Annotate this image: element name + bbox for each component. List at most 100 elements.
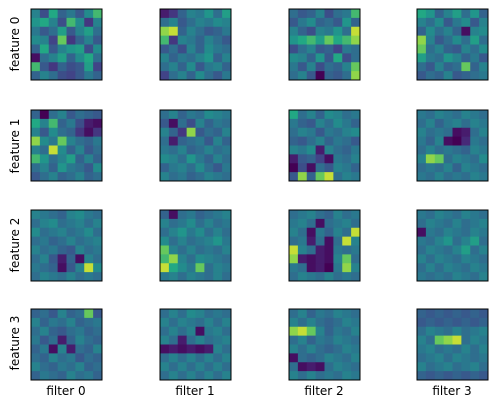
heatmap-cell bbox=[452, 26, 462, 37]
heatmap-cell bbox=[39, 172, 50, 182]
heatmap-cell bbox=[222, 272, 232, 282]
heatmap-cell bbox=[57, 254, 67, 264]
heatmap-cell bbox=[479, 335, 489, 345]
heatmap-cell bbox=[39, 335, 50, 345]
heatmap-cell bbox=[342, 353, 352, 363]
row-label-2: feature 2 bbox=[8, 218, 22, 273]
heatmap-cell bbox=[351, 118, 361, 129]
heatmap-cell bbox=[306, 210, 317, 220]
heatmap-cell bbox=[479, 263, 489, 273]
heatmap-cell bbox=[324, 110, 334, 120]
heatmap-cell bbox=[461, 326, 471, 337]
col-label-3: filter 3 bbox=[432, 384, 471, 398]
heatmap-cell bbox=[66, 326, 76, 337]
heatmap-cell bbox=[66, 172, 76, 182]
heatmap-cell bbox=[461, 210, 471, 220]
heatmap-cell bbox=[84, 272, 94, 282]
heatmap-cell bbox=[342, 136, 352, 146]
heatmap-cell bbox=[470, 136, 480, 146]
heatmap-cell bbox=[417, 254, 427, 264]
heatmap-cell bbox=[434, 136, 445, 146]
heatmap-cell bbox=[31, 272, 41, 282]
heatmap-cell bbox=[470, 127, 480, 138]
heatmap-cell bbox=[160, 344, 170, 354]
heatmap-cell bbox=[31, 353, 41, 363]
heatmap-cell bbox=[75, 154, 85, 164]
heatmap-cell bbox=[66, 362, 76, 372]
heatmap-cell bbox=[443, 136, 453, 146]
heatmap-cell bbox=[297, 254, 308, 264]
heatmap-cell bbox=[452, 236, 462, 246]
heatmap-cell bbox=[351, 62, 361, 72]
heatmap-cell bbox=[470, 210, 480, 220]
heatmap-cell bbox=[195, 309, 205, 319]
heatmap-cell bbox=[222, 62, 232, 72]
heatmap-cell bbox=[186, 263, 196, 273]
heatmap-cell bbox=[434, 210, 445, 220]
heatmap-cell bbox=[315, 163, 325, 173]
heatmap-cell bbox=[66, 44, 76, 54]
column-labels: filter 0 filter 1 filter 2 filter 3 bbox=[46, 384, 471, 398]
heatmap-cell bbox=[48, 17, 59, 28]
heatmap-cell bbox=[452, 71, 462, 81]
heatmap-cell bbox=[297, 110, 308, 120]
heatmap-cell bbox=[425, 53, 436, 63]
heatmap-cell bbox=[84, 371, 94, 381]
heatmap-cell bbox=[213, 110, 223, 120]
heatmap-cell bbox=[31, 145, 41, 155]
heatmap-cell bbox=[351, 163, 361, 173]
heatmap-cell bbox=[93, 218, 103, 229]
heatmap-cell bbox=[452, 9, 462, 19]
heatmap-cell bbox=[66, 236, 76, 246]
heatmap-cell bbox=[66, 71, 76, 81]
heatmap-cell bbox=[48, 71, 59, 81]
heatmap-cell bbox=[342, 218, 352, 229]
heatmap-cell bbox=[324, 218, 334, 229]
heatmap-cell bbox=[297, 272, 308, 282]
heatmap-cell bbox=[306, 127, 317, 138]
heatmap-cell bbox=[443, 335, 453, 345]
heatmap-cell bbox=[351, 326, 361, 337]
heatmap-cell bbox=[195, 236, 205, 246]
heatmap-cell bbox=[84, 53, 94, 63]
heatmap-cell bbox=[425, 154, 436, 164]
heatmap-cell bbox=[333, 245, 343, 255]
heatmap-cell bbox=[57, 127, 67, 138]
heatmap-cell bbox=[443, 154, 453, 164]
heatmap-cell bbox=[177, 172, 188, 182]
heatmap-cell bbox=[289, 371, 299, 381]
heatmap-cell bbox=[417, 26, 427, 37]
heatmap-cell bbox=[213, 317, 223, 328]
heatmap-cell bbox=[160, 53, 170, 63]
heatmap-cell bbox=[177, 317, 188, 328]
heatmap-cell bbox=[31, 17, 41, 28]
heatmap-cell bbox=[289, 309, 299, 319]
heatmap-cell bbox=[168, 263, 179, 273]
heatmap-cell bbox=[177, 145, 188, 155]
heatmap-cell bbox=[417, 145, 427, 155]
heatmap-cell bbox=[168, 371, 179, 381]
heatmap-cell bbox=[333, 272, 343, 282]
heatmap-cell bbox=[434, 326, 445, 337]
heatmap-cell bbox=[186, 71, 196, 81]
heatmap-cell bbox=[342, 210, 352, 220]
heatmap-cell bbox=[333, 17, 343, 28]
heatmap-cell bbox=[351, 317, 361, 328]
heatmap-cell bbox=[417, 62, 427, 72]
heatmap-cell bbox=[204, 218, 214, 229]
heatmap-cell bbox=[31, 317, 41, 328]
heatmap-cell bbox=[48, 110, 59, 120]
heatmap-cell bbox=[177, 35, 188, 45]
heatmap-cell bbox=[213, 53, 223, 63]
heatmap-cell bbox=[48, 26, 59, 37]
heatmap-cell bbox=[443, 26, 453, 37]
heatmap-cell bbox=[351, 9, 361, 19]
heatmap-cell bbox=[461, 118, 471, 129]
panel-frame bbox=[30, 8, 103, 81]
heatmap-cell bbox=[315, 353, 325, 363]
heatmap-cell bbox=[39, 362, 50, 372]
heatmap-cell bbox=[204, 272, 214, 282]
heatmap-cell bbox=[195, 145, 205, 155]
heatmap-cell bbox=[479, 272, 489, 282]
heatmap-cell bbox=[48, 44, 59, 54]
